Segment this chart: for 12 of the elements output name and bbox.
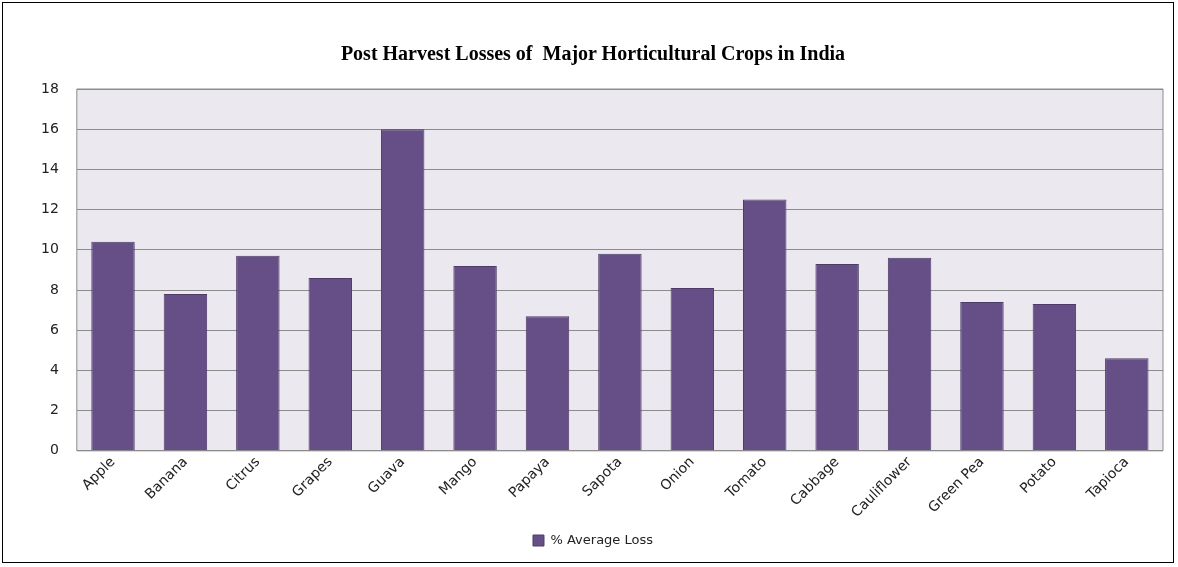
y-tick-label: 18 [40,79,59,96]
y-tick-label: 8 [49,280,59,297]
y-tick-label: 6 [49,320,59,337]
y-tick-label: 2 [49,401,59,418]
y-tick-label: 10 [40,240,59,257]
y-tick-label: 0 [49,441,59,458]
legend-label: % Average Loss [550,531,654,547]
y-tick-label: 12 [40,200,59,217]
y-tick-label: 14 [40,160,59,177]
chart-title: Post Harvest Losses of Major Horticultural Crops in India [340,42,846,66]
y-tick-label: 16 [40,119,59,136]
y-tick-label: 4 [49,361,59,378]
